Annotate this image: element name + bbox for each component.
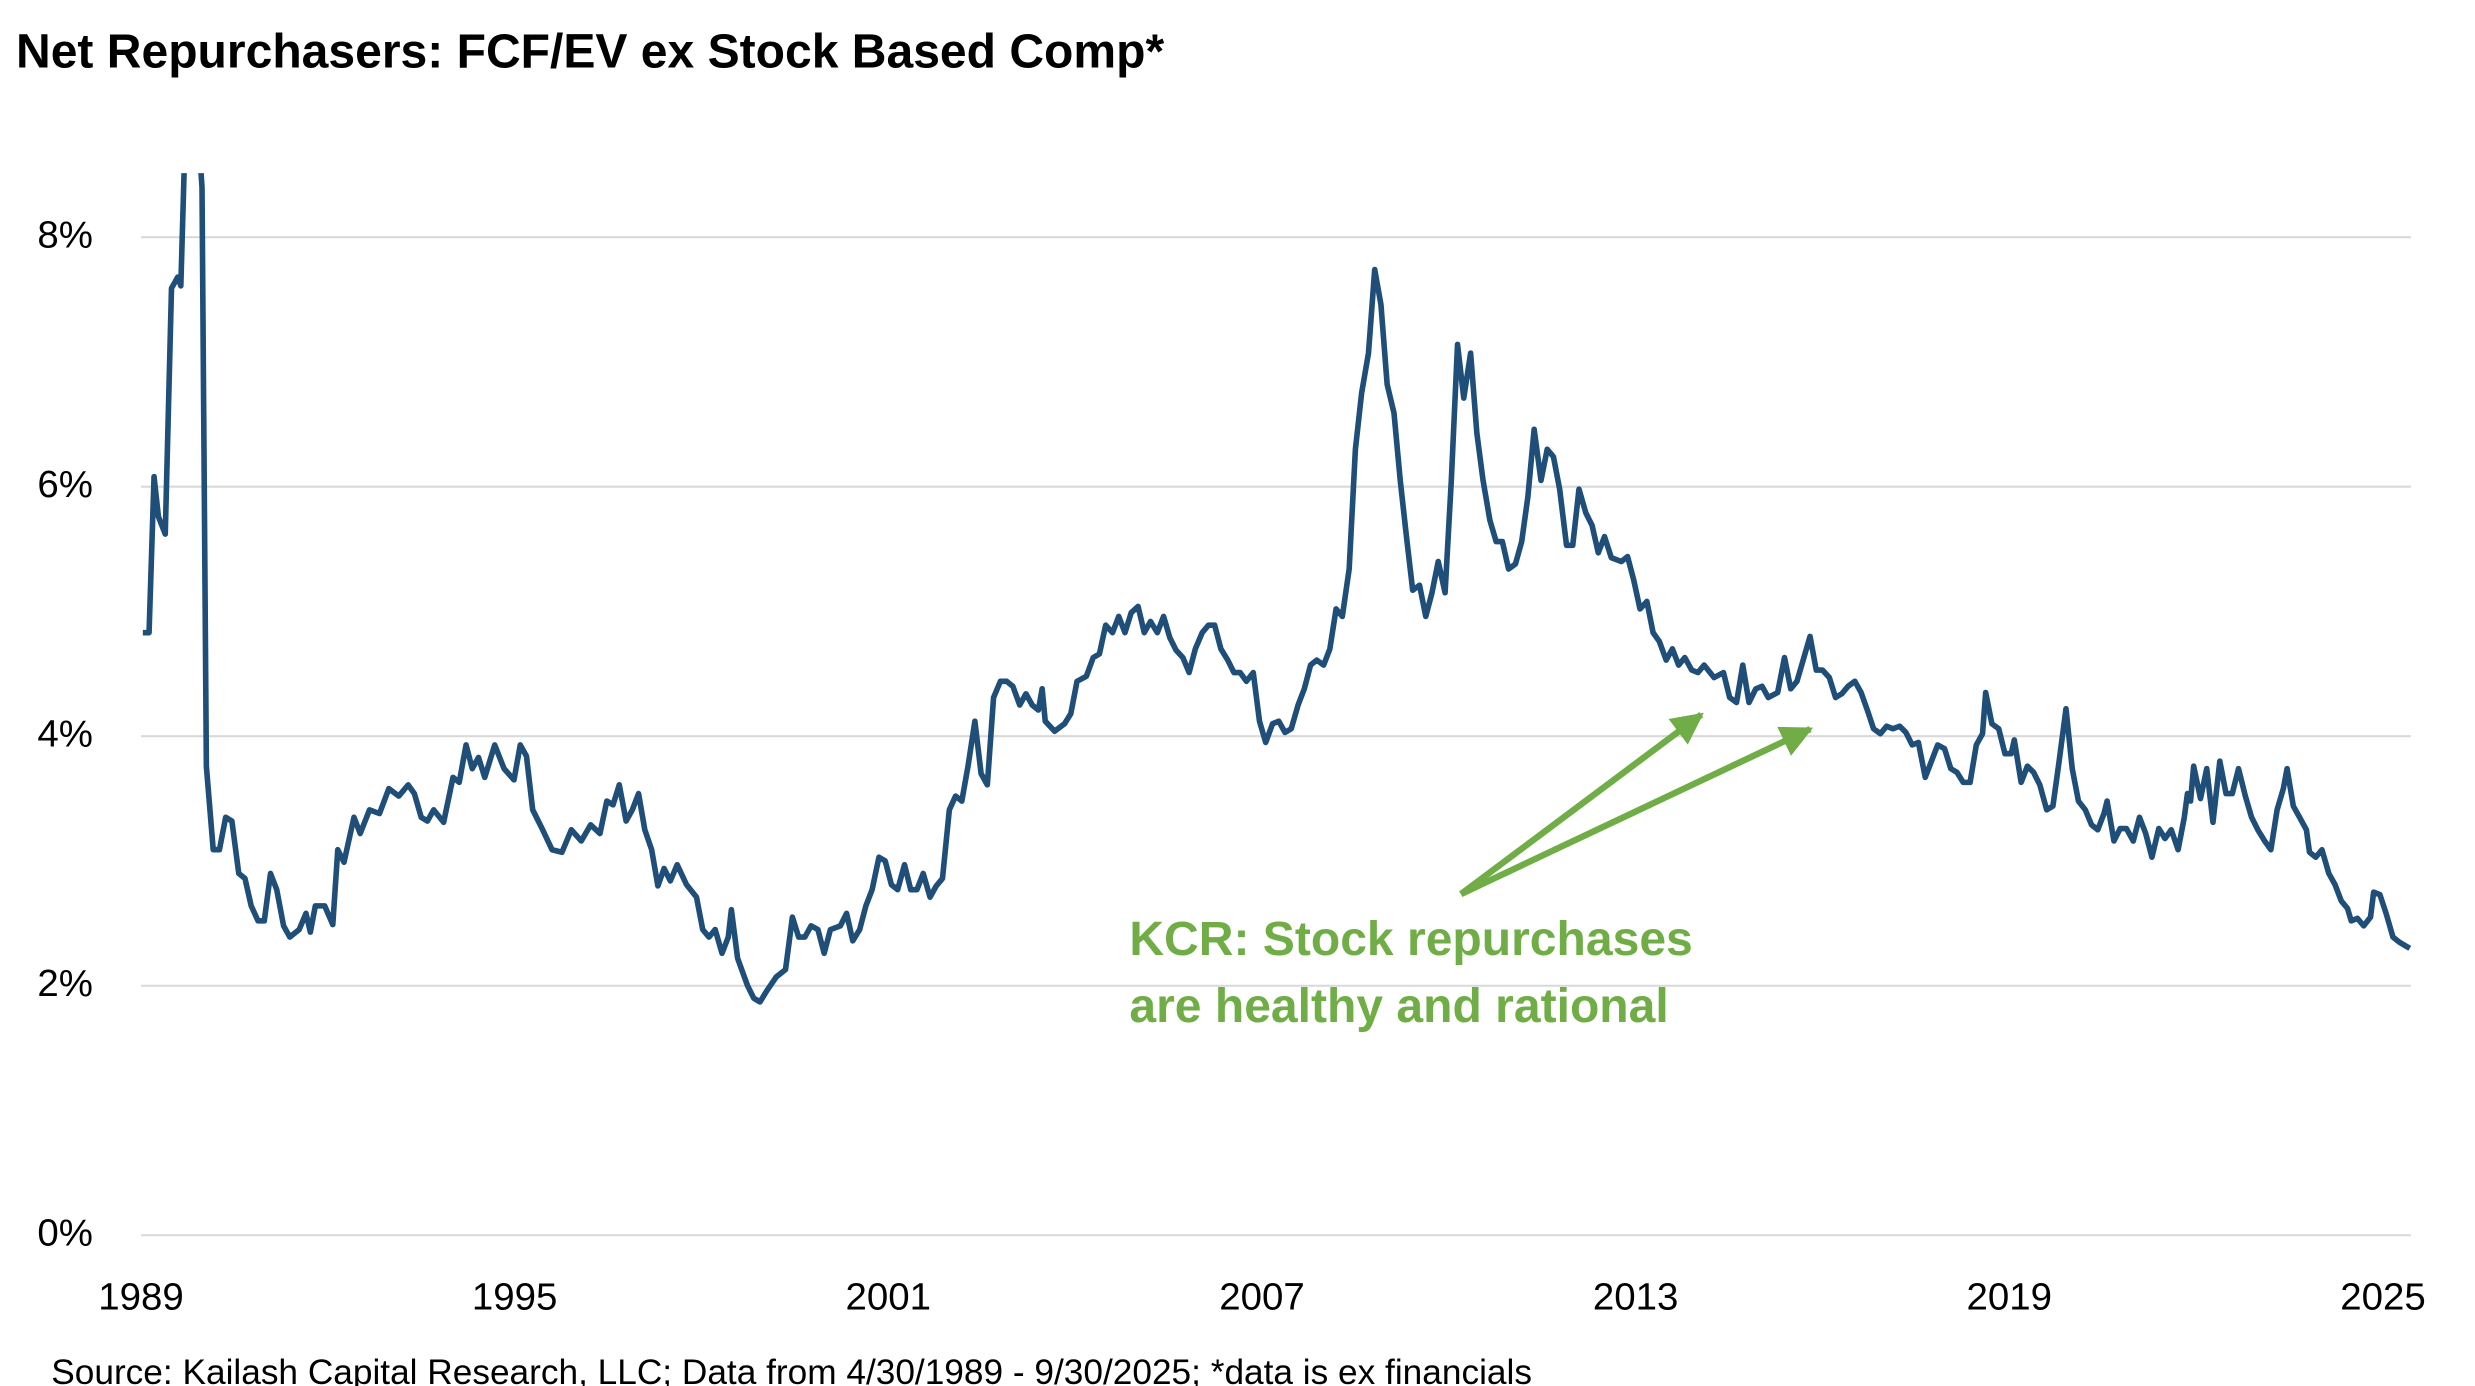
annotation-arrow [1459, 712, 1704, 897]
y-tick-label: 0% [37, 1211, 93, 1254]
annotation-text: KCR: Stock repurchases [1129, 913, 1692, 966]
x-tick-label: 2007 [1219, 1275, 1305, 1318]
x-tick-label: 2001 [846, 1275, 932, 1318]
y-tick-label: 6% [37, 463, 93, 506]
annotation-text: are healthy and rational [1129, 980, 1668, 1033]
x-tick-label: 1995 [472, 1275, 558, 1318]
source-note: Source: Kailash Capital Research, LLC; D… [51, 1353, 1532, 1386]
chart-title: Net Repurchasers: FCF/EV ex Stock Based … [16, 25, 1164, 78]
y-tick-label: 2% [37, 962, 93, 1005]
data-line [142, 173, 2412, 1005]
x-tick-label: 1989 [98, 1275, 184, 1318]
x-tick-label: 2025 [2340, 1275, 2426, 1318]
x-tick-label: 2013 [1593, 1275, 1679, 1318]
annotation-arrow [1459, 726, 1814, 897]
y-tick-label: 4% [37, 712, 93, 755]
x-tick-label: 2019 [1967, 1275, 2053, 1318]
y-tick-label: 8% [37, 213, 93, 256]
